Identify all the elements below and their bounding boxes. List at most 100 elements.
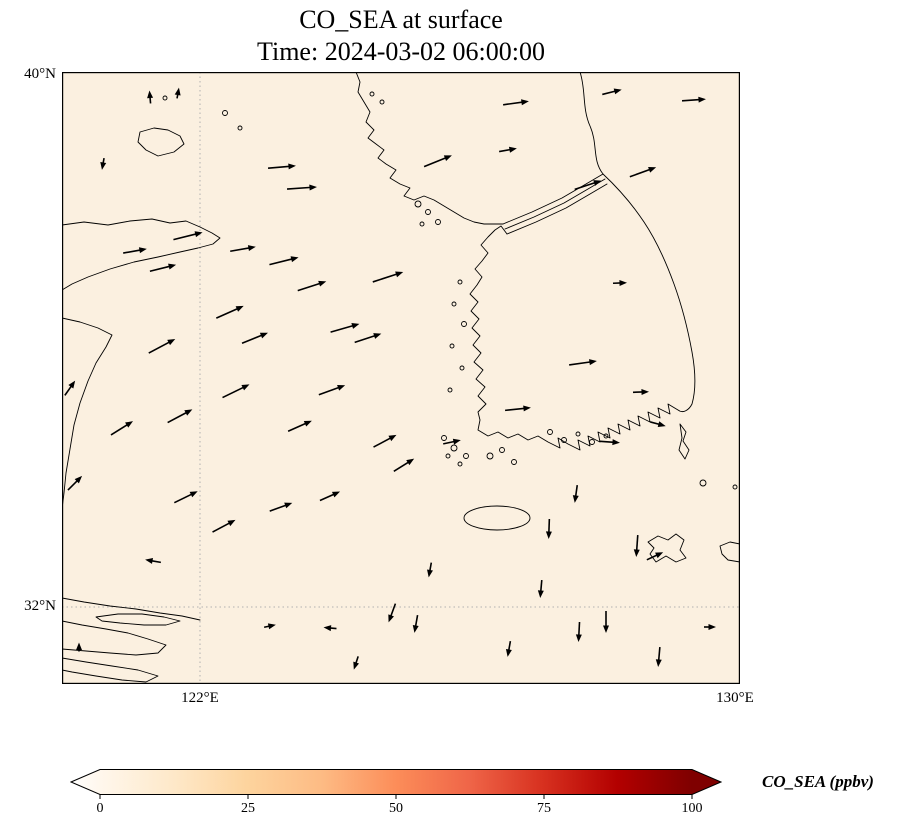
wind-arrow [704, 624, 716, 630]
lon-tick-122e: 122°E [181, 690, 219, 706]
wind-arrow [545, 518, 552, 539]
wind-arrow [215, 305, 244, 319]
wind-arrow [443, 438, 461, 445]
wind-arrow [148, 338, 176, 354]
coastline-shandong [62, 218, 221, 291]
colorbar-tick-100: 100 [681, 801, 703, 816]
plot-title: CO_SEA at surface [299, 5, 503, 34]
wind-arrow [572, 484, 579, 503]
wind-arrow [574, 180, 602, 191]
coastline-yangtze-north [62, 597, 201, 621]
wind-arrow [681, 96, 706, 103]
colorbar-tick-75: 75 [537, 801, 551, 816]
wind-arrow [632, 388, 649, 395]
wind-arrow [323, 625, 337, 632]
wind-arrow [287, 420, 312, 433]
wind-arrow [230, 245, 256, 253]
colorbar-ticks [99, 794, 693, 799]
wind-arrow [537, 579, 544, 598]
lat-tick-40n: 40°N [24, 66, 56, 82]
wind-arrow [147, 90, 154, 104]
wind-arrow [633, 534, 640, 557]
wind-arrow [297, 280, 327, 292]
wind-arrow [505, 640, 512, 657]
small-islands [162, 91, 738, 531]
river-line-1 [502, 173, 604, 225]
coastline-korea-main [469, 72, 696, 451]
wind-arrow [110, 421, 134, 436]
wind-arrow [267, 163, 296, 170]
wind-arrow [318, 384, 346, 396]
island-jeju [463, 505, 531, 531]
axes-frame [62, 72, 740, 684]
wind-arrow [504, 405, 531, 412]
map-svg [62, 72, 740, 684]
wind-arrow [212, 519, 236, 533]
wind-arrow [269, 256, 299, 266]
wind-arrow [503, 99, 529, 106]
river-line-2 [504, 178, 606, 230]
colorbar-bar [70, 769, 722, 795]
wind-arrow [269, 502, 293, 512]
quiver-layer [64, 87, 716, 670]
wind-arrow [646, 552, 664, 561]
coastline-nk-west [355, 72, 504, 225]
lat-tick-32n: 32°N [24, 598, 56, 614]
wind-arrow [123, 247, 147, 254]
wind-arrow [629, 166, 657, 178]
coastlines [62, 72, 740, 683]
wind-arrow [599, 439, 620, 446]
coastline-yangtze-south [62, 620, 167, 656]
island-chongming [95, 613, 181, 626]
wind-arrow [330, 323, 360, 333]
wind-arrow [373, 434, 397, 448]
wind-arrow [76, 642, 82, 652]
wind-arrow [372, 271, 404, 283]
wind-arrow [167, 409, 193, 424]
wind-arrow [655, 646, 662, 667]
island-tsushima [678, 423, 690, 460]
river-line-3 [506, 183, 608, 235]
wind-arrow [569, 359, 597, 366]
island-goto-cluster [647, 533, 687, 563]
colorbar-tick-0: 0 [96, 801, 104, 816]
colorbar-tick-50: 50 [389, 801, 403, 816]
colorbar [70, 768, 722, 800]
wind-arrow [241, 332, 268, 344]
wind-arrow [575, 621, 582, 642]
wind-arrow [423, 155, 452, 168]
map-background-fill [62, 72, 740, 684]
wind-arrow [64, 380, 76, 396]
coastline-jiangsu [62, 317, 113, 510]
wind-arrow [67, 475, 83, 491]
plot-time-subtitle: Time: 2024-03-02 06:00:00 [257, 37, 545, 66]
island-bohai-group [137, 127, 185, 157]
wind-arrow [149, 263, 177, 273]
wind-arrow [174, 87, 181, 99]
plot-titles: CO_SEA at surface Time: 2024-03-02 06:00… [62, 4, 740, 68]
lon-tick-130e: 130°E [716, 690, 754, 706]
colorbar-svg [70, 769, 722, 799]
wind-arrow [173, 491, 198, 504]
wind-arrow [100, 157, 107, 170]
wind-arrow [412, 614, 419, 633]
wind-arrow [388, 603, 397, 623]
wind-arrow [354, 333, 382, 344]
wind-arrow [145, 557, 162, 564]
colorbar-label: CO_SEA (ppbv) [762, 772, 874, 791]
wind-arrow [263, 623, 276, 630]
wind-arrow [602, 88, 622, 96]
colorbar-tick-25: 25 [241, 801, 255, 816]
wind-arrow [353, 656, 360, 670]
wind-arrow [286, 184, 317, 191]
map-plot-area [62, 72, 740, 684]
wind-arrow [393, 458, 415, 473]
wind-arrow [427, 562, 433, 578]
coastline-hangzhou-bay [62, 657, 159, 683]
coastline-kyushu-edge [719, 541, 740, 563]
wind-arrow [222, 384, 250, 399]
wind-arrow [603, 611, 609, 633]
wind-arrow [319, 491, 341, 502]
wind-arrow [173, 231, 203, 241]
